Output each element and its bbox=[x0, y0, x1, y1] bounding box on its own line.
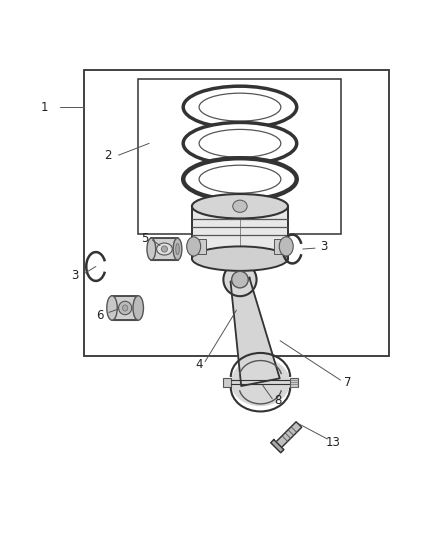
Ellipse shape bbox=[183, 123, 297, 164]
Ellipse shape bbox=[133, 296, 144, 320]
Bar bbox=[274, 239, 287, 254]
Ellipse shape bbox=[192, 194, 288, 219]
Text: 6: 6 bbox=[96, 309, 104, 322]
Polygon shape bbox=[271, 440, 284, 453]
Polygon shape bbox=[151, 238, 177, 260]
Polygon shape bbox=[230, 278, 280, 386]
Ellipse shape bbox=[223, 263, 257, 296]
Ellipse shape bbox=[147, 238, 155, 260]
Ellipse shape bbox=[233, 200, 247, 212]
Ellipse shape bbox=[199, 165, 281, 193]
Ellipse shape bbox=[156, 243, 172, 255]
Ellipse shape bbox=[279, 237, 293, 256]
Text: 3: 3 bbox=[320, 240, 328, 253]
Ellipse shape bbox=[183, 86, 297, 128]
Text: 4: 4 bbox=[196, 358, 203, 372]
Polygon shape bbox=[276, 422, 302, 447]
Text: 2: 2 bbox=[104, 149, 111, 161]
Bar bbox=[138, 79, 341, 234]
Ellipse shape bbox=[199, 93, 281, 121]
Ellipse shape bbox=[173, 238, 182, 260]
Ellipse shape bbox=[187, 237, 201, 256]
Polygon shape bbox=[112, 296, 138, 320]
Ellipse shape bbox=[231, 358, 290, 406]
Text: 1: 1 bbox=[41, 101, 48, 114]
Polygon shape bbox=[192, 206, 288, 259]
Ellipse shape bbox=[176, 244, 179, 254]
Text: 8: 8 bbox=[274, 394, 282, 407]
Text: 7: 7 bbox=[344, 376, 352, 389]
Text: 3: 3 bbox=[71, 269, 78, 282]
Bar bbox=[193, 239, 206, 254]
Ellipse shape bbox=[161, 246, 167, 252]
Text: 13: 13 bbox=[326, 435, 341, 448]
Ellipse shape bbox=[107, 296, 117, 320]
Bar bbox=[223, 378, 231, 386]
Ellipse shape bbox=[183, 158, 297, 200]
Ellipse shape bbox=[123, 305, 128, 311]
Bar bbox=[84, 70, 389, 356]
Bar bbox=[290, 378, 298, 386]
Text: 5: 5 bbox=[141, 232, 148, 245]
Ellipse shape bbox=[199, 130, 281, 157]
Ellipse shape bbox=[192, 246, 288, 271]
Ellipse shape bbox=[232, 271, 248, 288]
Ellipse shape bbox=[119, 301, 132, 314]
